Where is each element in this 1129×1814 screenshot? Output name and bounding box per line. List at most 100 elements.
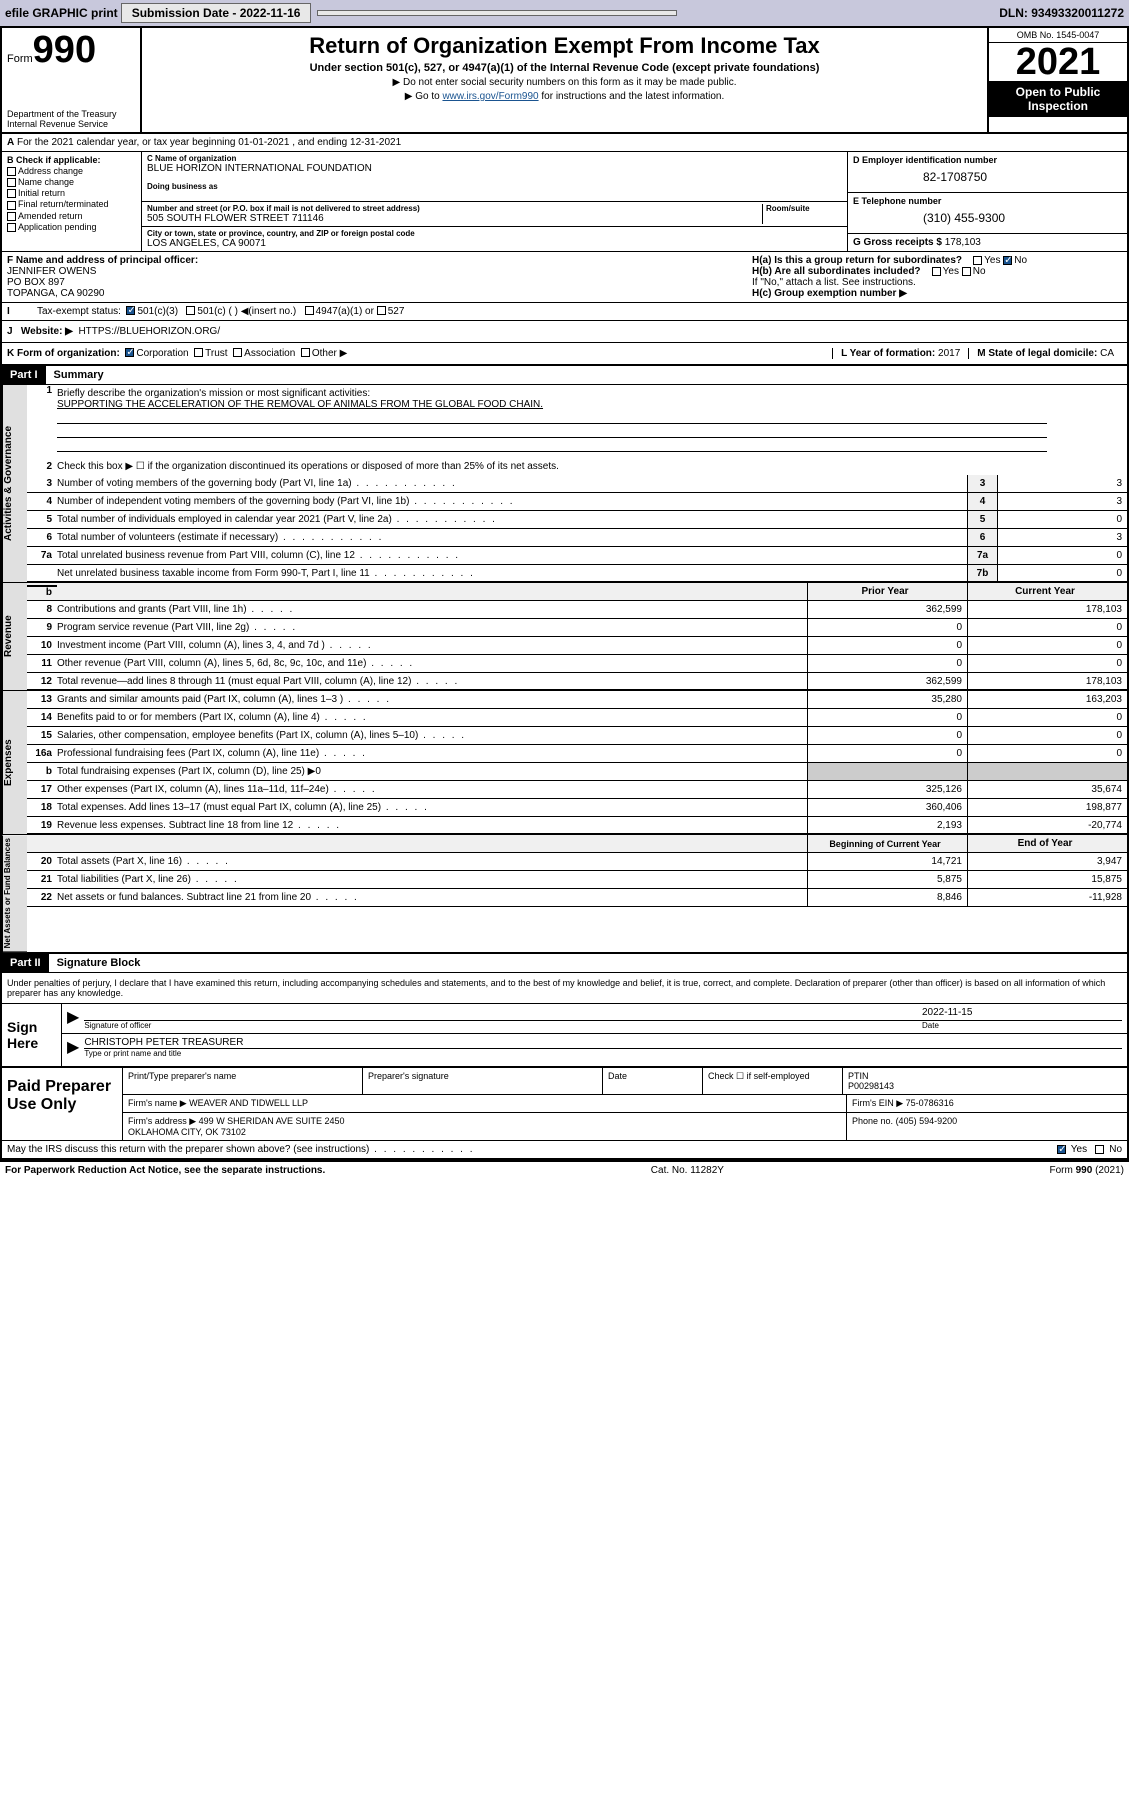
chk-527[interactable] <box>377 306 386 315</box>
blank-btn[interactable] <box>317 10 677 16</box>
row-prior: 5,875 <box>807 871 967 888</box>
e-label: E Telephone number <box>853 196 1122 206</box>
hb-yes[interactable] <box>932 267 941 276</box>
tab-expenses: Expenses <box>2 691 27 835</box>
l-label: L Year of formation: <box>841 348 935 359</box>
type-lbl: Type or print name and title <box>84 1049 1122 1058</box>
row-i: I Tax-exempt status: 501(c)(3) 501(c) ( … <box>2 303 1127 321</box>
row-val: 3 <box>997 529 1127 546</box>
section-a: B Check if applicable: Address change Na… <box>2 152 1127 252</box>
chk-other[interactable] <box>301 348 310 357</box>
row-no: 22 <box>27 892 57 903</box>
chk-trust[interactable] <box>194 348 203 357</box>
row-prior: 0 <box>807 745 967 762</box>
row-key: 3 <box>967 475 997 492</box>
row-f: F Name and address of principal officer:… <box>2 252 1127 303</box>
row-no: 8 <box>27 604 57 615</box>
prep-name-lbl: Print/Type preparer's name <box>123 1068 363 1094</box>
row-no: 4 <box>27 496 57 507</box>
form-header: Form990 Department of the Treasury Inter… <box>2 28 1127 134</box>
ha-label: H(a) Is this a group return for subordin… <box>752 255 962 266</box>
chk-assoc[interactable] <box>233 348 242 357</box>
chk-4947[interactable] <box>305 306 314 315</box>
r16b-txt: Total fundraising expenses (Part IX, col… <box>57 764 807 779</box>
sig-date: 2022-11-15 <box>922 1007 1122 1021</box>
chk-amended[interactable] <box>7 212 16 221</box>
l-val: 2017 <box>938 348 960 359</box>
open-to-public: Open to Public Inspection <box>989 81 1127 117</box>
row-txt: Other revenue (Part VIII, column (A), li… <box>57 656 807 671</box>
row-val: 3 <box>997 475 1127 492</box>
chk-initial[interactable] <box>7 189 16 198</box>
city-label: City or town, state or province, country… <box>147 229 842 238</box>
officer: JENNIFER OWENS PO BOX 897 TOPANGA, CA 90… <box>7 266 742 299</box>
chk-corp[interactable] <box>125 348 134 357</box>
row-txt: Professional fundraising fees (Part IX, … <box>57 746 807 761</box>
row-txt: Total number of volunteers (estimate if … <box>57 530 967 545</box>
part2-badge: Part II <box>2 954 49 972</box>
row-txt: Total revenue—add lines 8 through 11 (mu… <box>57 674 807 689</box>
row-prior: 0 <box>807 637 967 654</box>
row-curr: 198,877 <box>967 799 1127 816</box>
sign-here-row: Sign Here ▶ Signature of officer 2022-11… <box>2 1003 1127 1066</box>
name-box: C Name of organization BLUE HORIZON INTE… <box>142 152 847 202</box>
ptin-lbl: PTIN <box>848 1071 869 1081</box>
row-curr: -20,774 <box>967 817 1127 833</box>
chk-address[interactable] <box>7 167 16 176</box>
discuss-no[interactable] <box>1095 1145 1104 1154</box>
row-txt: Program service revenue (Part VIII, line… <box>57 620 807 635</box>
chk-name[interactable] <box>7 178 16 187</box>
date-lbl: Date <box>922 1021 1122 1030</box>
row-curr: 3,947 <box>967 853 1127 870</box>
row-no: 19 <box>27 820 57 831</box>
row-curr: 0 <box>967 709 1127 726</box>
ha-yes[interactable] <box>973 256 982 265</box>
irs-link[interactable]: www.irs.gov/Form990 <box>442 91 538 102</box>
row-curr: 0 <box>967 637 1127 654</box>
row-val: 0 <box>997 565 1127 581</box>
row-no: 20 <box>27 856 57 867</box>
row-no: 18 <box>27 802 57 813</box>
chk-final[interactable] <box>7 201 16 210</box>
ptin: P00298143 <box>848 1081 894 1091</box>
i-527: 527 <box>388 306 405 317</box>
row-curr: 15,875 <box>967 871 1127 888</box>
dln: DLN: 93493320011272 <box>999 6 1124 20</box>
chk-lbl-4: Amended return <box>18 211 83 221</box>
officer-name: CHRISTOPH PETER TREASURER <box>84 1037 1122 1049</box>
m-label: M State of legal domicile: <box>977 348 1097 359</box>
ein-box: D Employer identification number 82-1708… <box>848 152 1127 193</box>
paid-preparer-row: Paid Preparer Use Only Print/Type prepar… <box>2 1066 1127 1140</box>
tab-net: Net Assets or Fund Balances <box>2 835 27 952</box>
city: LOS ANGELES, CA 90071 <box>147 238 842 249</box>
row-curr: 0 <box>967 655 1127 672</box>
row-txt: Net unrelated business taxable income fr… <box>57 566 967 581</box>
row-prior: 0 <box>807 727 967 744</box>
sign-here: Sign Here <box>2 1004 62 1066</box>
firm-ein-lbl: Firm's EIN ▶ <box>852 1098 903 1108</box>
ha-no[interactable] <box>1003 256 1012 265</box>
r16b-prior <box>807 763 967 780</box>
tab-governance: Activities & Governance <box>2 385 27 583</box>
chk-lbl-5: Application pending <box>18 222 97 232</box>
f-label: F Name and address of principal officer: <box>7 255 198 266</box>
form-main: Form990 Department of the Treasury Inter… <box>0 26 1129 1161</box>
submission-date-btn[interactable]: Submission Date - 2022-11-16 <box>121 3 312 23</box>
g-label: G Gross receipts $ <box>853 237 942 248</box>
sub2b-post: for instructions and the latest informat… <box>539 91 725 102</box>
phone: (310) 455-9300 <box>853 206 1122 230</box>
hb-no[interactable] <box>962 267 971 276</box>
part1-header: Part I Summary <box>2 366 1127 385</box>
chk-lbl-2: Initial return <box>18 188 65 198</box>
chk-501c3[interactable] <box>126 306 135 315</box>
self-emp: Check ☐ if self-employed <box>703 1068 843 1094</box>
page-footer: For Paperwork Reduction Act Notice, see … <box>0 1161 1129 1179</box>
row-key: 7a <box>967 547 997 564</box>
check-boxes: B Check if applicable: Address change Na… <box>2 152 142 251</box>
chk-app[interactable] <box>7 223 16 232</box>
chk-501c[interactable] <box>186 306 195 315</box>
group-return: H(a) Is this a group return for subordin… <box>747 252 1127 302</box>
room-label: Room/suite <box>766 204 842 213</box>
discuss-yes[interactable] <box>1057 1145 1066 1154</box>
row-txt: Other expenses (Part IX, column (A), lin… <box>57 782 807 797</box>
